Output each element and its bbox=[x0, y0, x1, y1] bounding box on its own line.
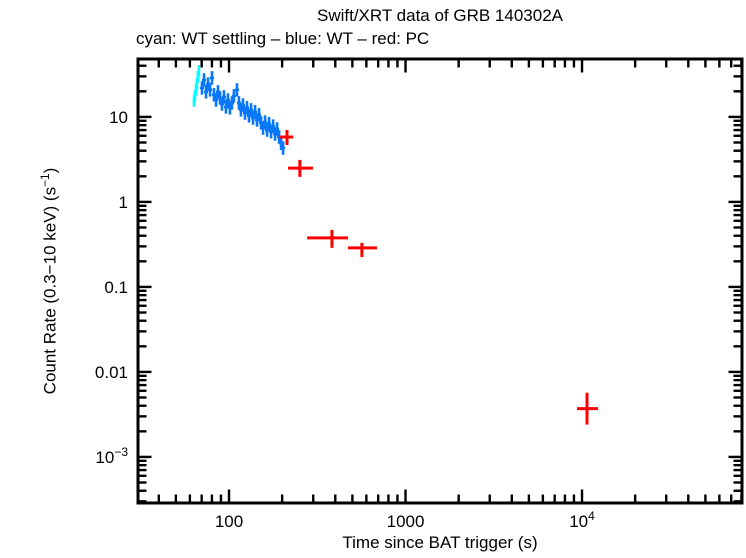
y-axis-label-text: Count Rate (0.3−10 keV) (s bbox=[40, 186, 60, 395]
y-axis-label: Count Rate (0.3−10 keV) (s−1) bbox=[38, 141, 60, 421]
series-wt bbox=[199, 71, 286, 155]
series-wt-settling bbox=[192, 65, 201, 107]
y-axis-label-superscript: −1 bbox=[38, 173, 52, 187]
y-tick-label: 10 bbox=[109, 108, 128, 127]
chart-title: Swift/XRT data of GRB 140302A bbox=[316, 6, 563, 25]
y-axis-label-close: ) bbox=[40, 167, 60, 174]
x-tick-label: 104 bbox=[569, 509, 595, 531]
y-tick-label: 10−3 bbox=[95, 445, 128, 467]
y-tick-label: 0.01 bbox=[95, 363, 128, 382]
y-tick-label: 0.1 bbox=[104, 278, 128, 297]
series-pc bbox=[279, 129, 599, 425]
axis-ticks bbox=[139, 60, 743, 503]
plot-frame bbox=[136, 57, 744, 505]
y-tick-label: 1 bbox=[119, 193, 128, 212]
x-axis-label: Time since BAT trigger (s) bbox=[342, 533, 538, 552]
x-tick-label: 100 bbox=[215, 512, 243, 531]
x-tick-label: 1000 bbox=[387, 512, 425, 531]
chart-legend-subtitle: cyan: WT settling – blue: WT – red: PC bbox=[136, 29, 430, 48]
